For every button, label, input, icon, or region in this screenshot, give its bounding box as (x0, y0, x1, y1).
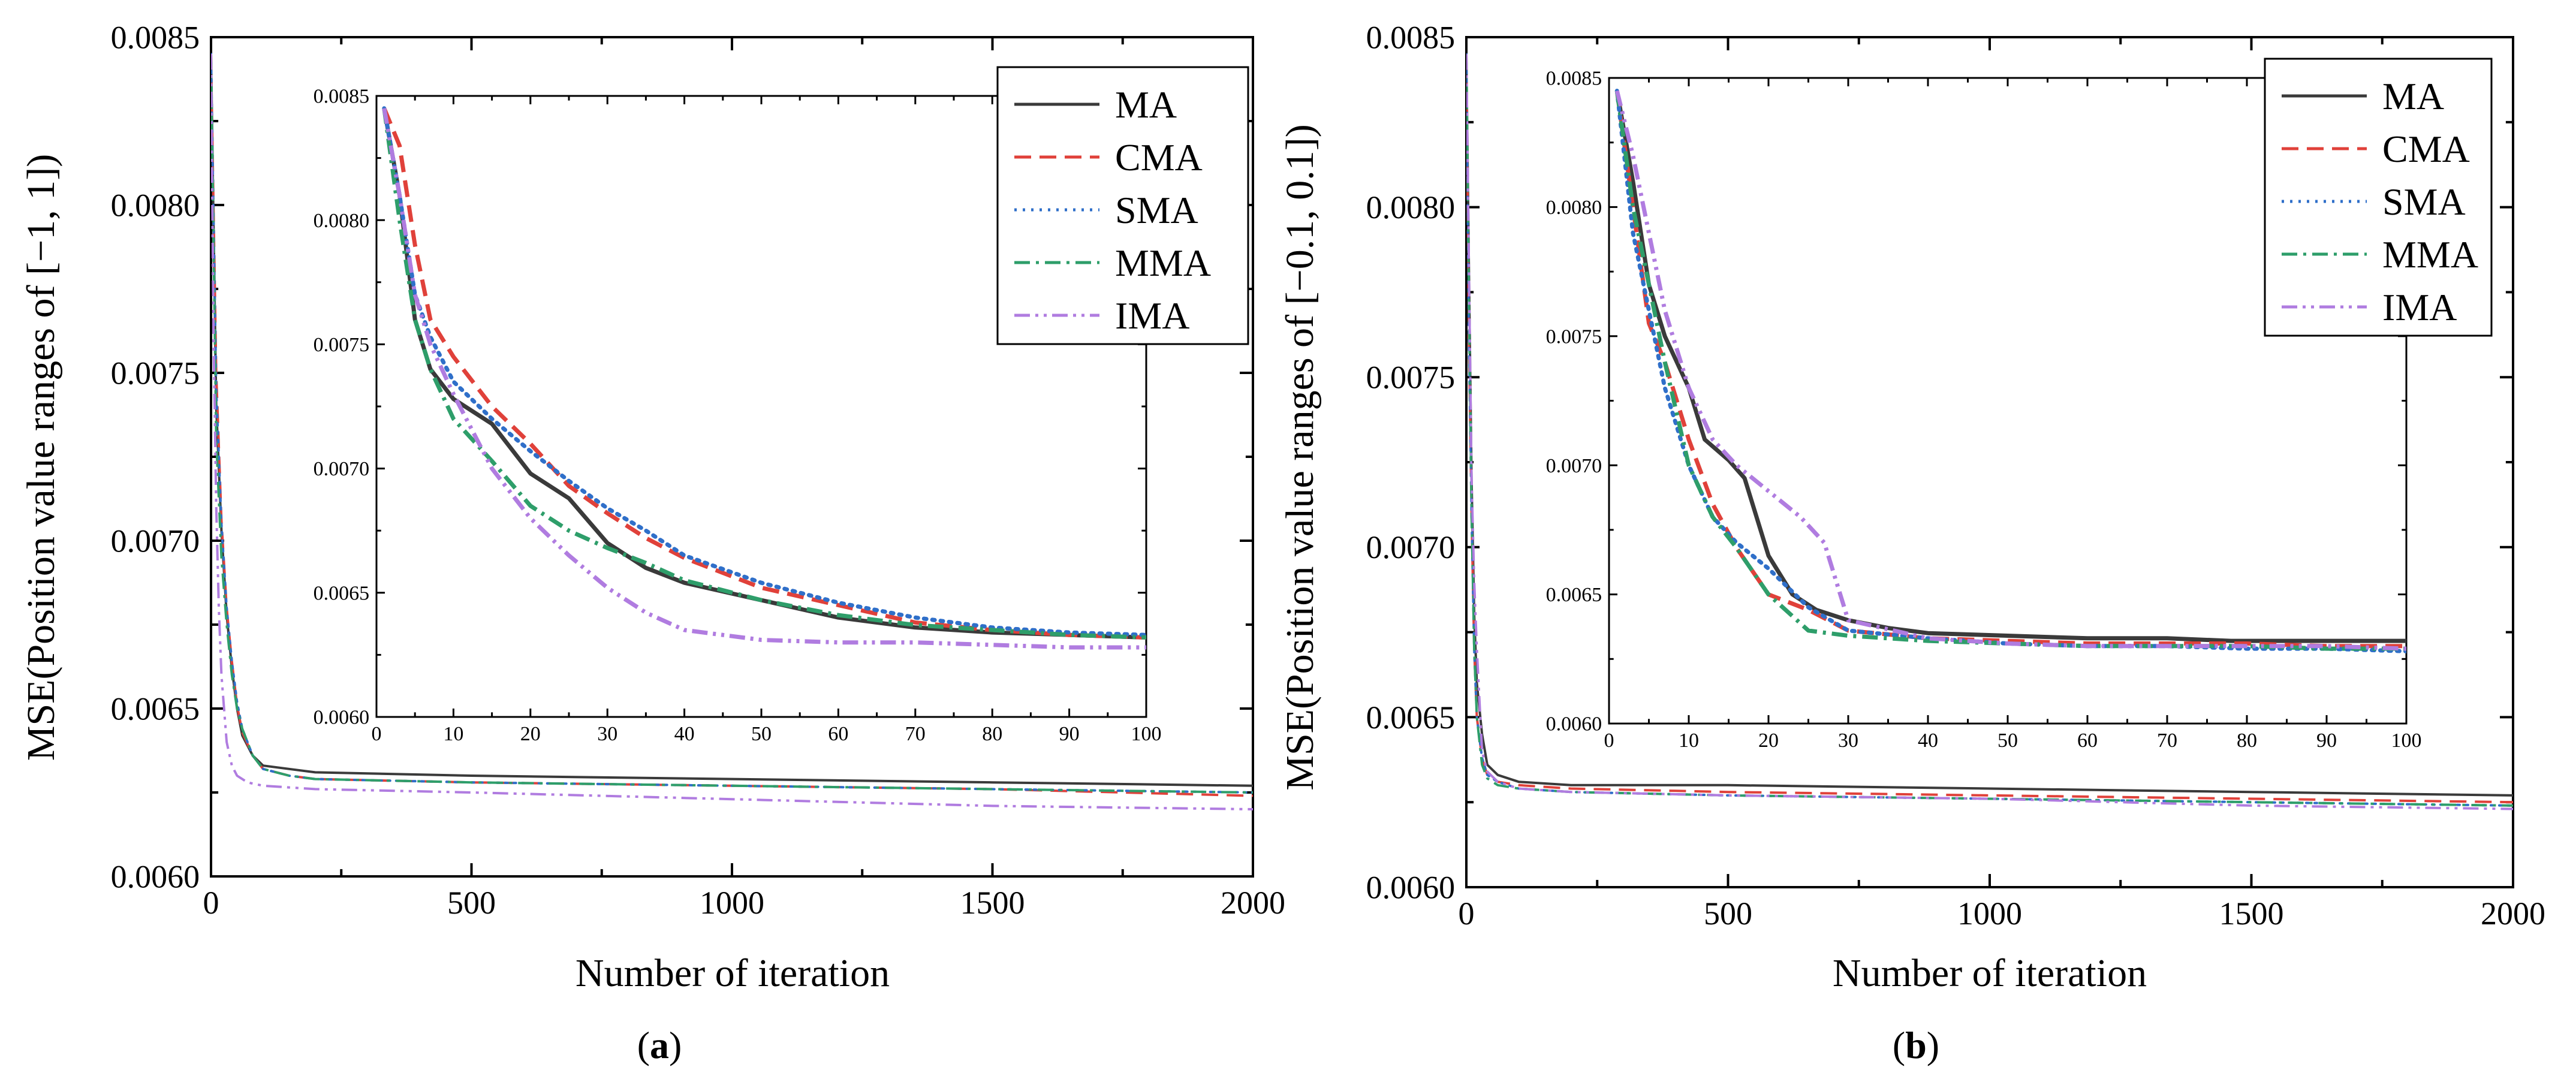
panel-a-main-xtick-label: 1500 (960, 885, 1025, 921)
panel-a-inset-xtick-label: 70 (905, 723, 926, 745)
panel-b-inset-xtick-label: 50 (1997, 730, 2018, 752)
panel-b-inset-xtick-label: 100 (2391, 730, 2422, 752)
panel-b-main-ytick-label: 0.0060 (1366, 869, 1456, 905)
panel-b-inset-xtick-label: 70 (2157, 730, 2177, 752)
panel-b-inset-ytick-label: 0.0085 (1546, 68, 1602, 90)
panel-a-inset-xtick-label: 90 (1059, 723, 1080, 745)
panel-b-inset-ytick-label: 0.0075 (1546, 325, 1602, 348)
panel-b-inset-series-cma (1614, 91, 2406, 649)
panel-a-main-ytick-label: 0.0085 (111, 19, 200, 55)
panel-b-legend-label-cma: CMA (2382, 128, 2470, 170)
panel-a-inset-ytick-label: 0.0065 (314, 582, 370, 604)
panel-b-inset-xtick-label: 10 (1679, 730, 1699, 752)
panel-b-inset-xtick-label: 20 (1758, 730, 1779, 752)
panel-a-main-xtick-label: 0 (203, 885, 219, 921)
panel-a-inset-ytick-label: 0.0070 (314, 458, 370, 480)
panel-a-main-xtick-label: 1000 (700, 885, 764, 921)
panel-b-inset-xtick-label: 40 (1918, 730, 1938, 752)
panel-b-inset-xtick-label: 60 (2077, 730, 2098, 752)
panel-a-legend-label-mma: MMA (1115, 242, 1211, 284)
panel-a-main-xtick-label: 500 (447, 885, 496, 921)
panel-b-legend-label-ima: IMA (2382, 286, 2457, 328)
panel-b-inset-series-sma (1614, 89, 2406, 653)
panel-a-inset-series-ima (382, 108, 1146, 650)
panel-b-main-ytick-label: 0.0080 (1366, 189, 1456, 225)
panel-a-inset-series-mma (382, 108, 1146, 640)
panel-a-inset-xtick-label: 100 (1131, 723, 1162, 745)
panel-b-inset-series-mma (1614, 91, 2406, 651)
panel-b-main-ytick-label: 0.0085 (1366, 19, 1456, 55)
panel-b-inset-ytick-label: 0.0080 (1546, 197, 1602, 219)
panel-b-main-xtick-label: 0 (1459, 896, 1475, 932)
panel-b-inset-ytick-label: 0.0060 (1546, 713, 1602, 736)
panel-a-caption: (a) (637, 1024, 682, 1066)
panel-a-inset-ytick-label: 0.0060 (314, 707, 370, 729)
panel-a-legend-label-sma: SMA (1115, 189, 1198, 231)
panel-b-main-xtick-label: 2000 (2481, 896, 2545, 932)
panel-b-inset-xtick-label: 30 (1838, 730, 1858, 752)
panel-b-xlabel: Number of iteration (1833, 951, 2147, 995)
panel-a-inset-xtick-label: 50 (751, 723, 772, 745)
panel-a-inset-xtick-label: 30 (597, 723, 617, 745)
panel-b-caption: (b) (1893, 1024, 1939, 1066)
panel-a-legend-box (996, 66, 1249, 345)
panel-a-main-xtick-label: 2000 (1221, 885, 1285, 921)
panel-b-main-ytick-label: 0.0075 (1366, 360, 1456, 396)
panel-b-inset-xtick-label: 90 (2316, 730, 2337, 752)
panel-b-main-ytick-label: 0.0065 (1366, 700, 1456, 736)
panel-b-inset-xtick-label: 0 (1604, 730, 1614, 752)
panel-b-main-xtick-label: 1500 (2219, 896, 2284, 932)
panel-a-caption-letter: a (650, 1024, 669, 1066)
panel-b-main-ytick-label: 0.0070 (1366, 529, 1456, 565)
panel-b: Number of iteration MSE(Position value r… (1278, 124, 2147, 1066)
panel-a: Number of iteration MSE(Position value r… (19, 154, 890, 1066)
panel-b-legend-box (2264, 58, 2493, 337)
panel-b-legend-label-sma: SMA (2382, 180, 2466, 223)
panel-a-legend-label-ma: MA (1115, 83, 1177, 126)
panel-a-main-ytick-label: 0.0080 (111, 187, 200, 223)
panel-a-legend-label-cma: CMA (1115, 136, 1203, 179)
chart-marks: 0 500 1000 1500 20000.00600.00650.00700.0075… (111, 19, 2545, 932)
panel-a-main-ytick-label: 0.0075 (111, 355, 200, 391)
panel-b-inset-series-ima (1614, 90, 2406, 651)
panel-b-caption-letter: b (1905, 1024, 1927, 1066)
panel-b-inset-ytick-label: 0.0070 (1546, 455, 1602, 477)
panel-a-ylabel: MSE(Position value ranges of [−1, 1]) (19, 154, 63, 761)
panel-a-inset-xtick-label: 80 (982, 723, 1002, 745)
panel-b-ylabel: MSE(Position value ranges of [−0.1, 0.1]… (1278, 124, 1322, 790)
panel-a-xlabel: Number of iteration (576, 951, 890, 995)
panel-b-main-series-mma (1466, 54, 2513, 807)
panel-b-legend-label-mma: MMA (2382, 233, 2478, 276)
panel-a-inset-ytick-label: 0.0075 (314, 334, 370, 356)
panel-b-main-xtick-label: 1000 (1957, 896, 2022, 932)
panel-b-inset-xtick-label: 80 (2237, 730, 2257, 752)
panel-a-main-ytick-label: 0.0060 (111, 858, 200, 894)
panel-a-inset-xtick-label: 20 (520, 723, 541, 745)
panel-a-main-series-ima (211, 53, 1253, 810)
panel-a-main-series-mma (211, 53, 1253, 794)
panel-a-inset-ytick-label: 0.0085 (314, 86, 370, 108)
panel-a-inset-ytick-label: 0.0080 (314, 210, 370, 232)
panel-b-legend-label-ma: MA (2382, 75, 2444, 117)
panel-a-inset-xtick-label: 60 (828, 723, 848, 745)
panel-a-legend-label-ima: IMA (1115, 294, 1189, 337)
panel-a-main-ytick-label: 0.0070 (111, 523, 200, 559)
panel-a-inset-xtick-label: 40 (674, 723, 695, 745)
panel-a-inset-xtick-label: 10 (443, 723, 463, 745)
panel-a-inset-xtick-label: 0 (372, 723, 382, 745)
panel-b-main-xtick-label: 500 (1704, 896, 1752, 932)
panel-b-inset-ytick-label: 0.0065 (1546, 584, 1602, 606)
panel-b-main-series-ima (1466, 54, 2513, 810)
panel-a-main-ytick-label: 0.0065 (111, 691, 200, 727)
